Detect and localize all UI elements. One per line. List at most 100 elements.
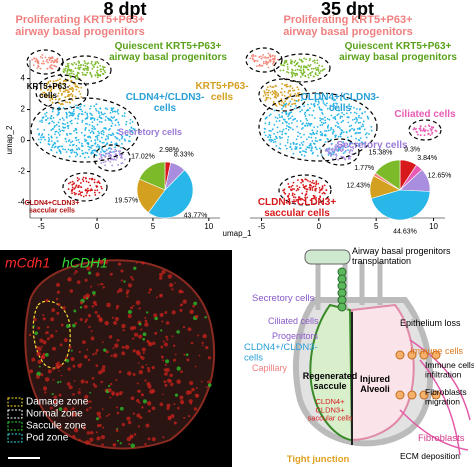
cell-dot bbox=[289, 146, 292, 149]
cell-dot bbox=[132, 127, 135, 130]
cell-dot bbox=[290, 62, 293, 65]
tissue-signal bbox=[125, 291, 129, 295]
cell-dot bbox=[131, 121, 134, 123]
cell-dot bbox=[56, 140, 59, 143]
tissue-signal bbox=[118, 370, 122, 374]
tissue-signal bbox=[170, 414, 175, 419]
cell-dot bbox=[308, 146, 311, 149]
tissue-signal bbox=[90, 285, 93, 288]
tissue-signal bbox=[163, 342, 168, 347]
cell-dot bbox=[415, 127, 418, 130]
cell-dot bbox=[91, 130, 93, 133]
cell-dot bbox=[339, 135, 342, 138]
cell-dot bbox=[49, 99, 52, 102]
cell-dot bbox=[79, 93, 82, 95]
cell-dot bbox=[118, 123, 120, 126]
tissue-signal bbox=[147, 369, 151, 373]
tissue-signal bbox=[83, 304, 88, 309]
cell-dot bbox=[304, 178, 307, 181]
cell-dot bbox=[55, 124, 58, 126]
cell-dot bbox=[331, 148, 334, 150]
tissue-signal bbox=[126, 295, 129, 298]
cell-dot bbox=[302, 150, 304, 152]
y-tick-label: 2 bbox=[21, 105, 26, 114]
cell-dot bbox=[419, 129, 422, 132]
cell-dot bbox=[91, 64, 94, 66]
cluster-label-line: airway basal progenitors bbox=[283, 26, 413, 38]
cell-dot bbox=[109, 160, 112, 163]
cell-dot bbox=[280, 104, 283, 107]
cell-dot bbox=[94, 149, 97, 152]
y-tick-label: 4 bbox=[21, 74, 26, 83]
cluster-label-line: Proliferating KRT5+P63+ bbox=[16, 14, 145, 26]
tissue-signal bbox=[144, 316, 147, 319]
tissue-signal bbox=[171, 335, 174, 338]
tissue-signal bbox=[56, 381, 60, 384]
cell-dot bbox=[337, 144, 340, 147]
cell-dot bbox=[51, 98, 54, 101]
tissue-signal bbox=[136, 399, 140, 403]
cell-dot bbox=[50, 136, 53, 139]
cell-dot bbox=[424, 125, 427, 128]
cell-dot bbox=[45, 111, 48, 114]
cell-dot bbox=[69, 111, 71, 114]
cell-dot bbox=[94, 143, 96, 145]
cell-dot bbox=[120, 137, 123, 140]
cell-dot bbox=[286, 63, 289, 66]
cell-dot bbox=[332, 131, 334, 134]
cell-dot bbox=[318, 191, 321, 194]
cell-dot bbox=[75, 88, 78, 91]
tissue-signal bbox=[87, 358, 91, 362]
cell-dot bbox=[315, 132, 318, 135]
diagram-label-line: CLDN4+/CLDN3- bbox=[244, 342, 318, 353]
cell-dot bbox=[309, 199, 312, 202]
cell-dot bbox=[319, 119, 322, 122]
cell-dot bbox=[76, 122, 79, 125]
cell-dot bbox=[295, 100, 298, 102]
cell-dot bbox=[91, 67, 94, 70]
cell-dot bbox=[287, 196, 290, 198]
cell-dot bbox=[311, 181, 313, 184]
pie-label: 12.65% bbox=[428, 173, 452, 180]
cell-dot bbox=[118, 152, 121, 154]
tissue-signal bbox=[96, 314, 101, 318]
cell-dot bbox=[296, 198, 299, 201]
cell-dot bbox=[62, 130, 65, 132]
tissue-signal bbox=[179, 304, 182, 307]
cell-dot bbox=[335, 157, 338, 159]
cell-dot bbox=[51, 128, 54, 130]
cell-dot bbox=[328, 118, 331, 121]
tissue-signal bbox=[34, 331, 39, 335]
cell-dot bbox=[128, 129, 131, 131]
cell-dot bbox=[88, 123, 91, 126]
tissue-signal bbox=[190, 341, 194, 345]
cluster-label-line: Quiescent KRT5+P63+ bbox=[115, 41, 222, 52]
cell-dot bbox=[303, 133, 305, 136]
cell-dot bbox=[286, 141, 289, 144]
cell-dot bbox=[37, 60, 40, 63]
cell-dot bbox=[275, 137, 278, 140]
tissue-signal bbox=[142, 337, 146, 341]
cell-dot bbox=[301, 192, 304, 195]
cell-dot bbox=[97, 134, 100, 137]
cell-dot bbox=[272, 86, 275, 88]
cell-dot bbox=[282, 105, 285, 108]
tissue-signal bbox=[58, 370, 60, 372]
cell-dot bbox=[339, 149, 342, 152]
cell-dot bbox=[279, 137, 282, 140]
cell-dot bbox=[260, 57, 263, 60]
cell-dot bbox=[58, 97, 61, 100]
cell-dot bbox=[41, 117, 44, 119]
cell-dot bbox=[315, 183, 318, 186]
diagram-label: CLDN4+ CLDN3+ saccular cells bbox=[307, 397, 352, 423]
tissue-signal bbox=[92, 290, 96, 295]
cell-dot bbox=[281, 94, 284, 96]
cell-dot bbox=[341, 112, 344, 114]
tissue-signal bbox=[151, 365, 155, 370]
cell-dot bbox=[306, 103, 309, 106]
tissue-signal bbox=[68, 385, 73, 390]
cell-dot bbox=[349, 155, 352, 158]
tissue-signal bbox=[100, 380, 103, 384]
cell-dot bbox=[90, 144, 93, 147]
cell-dot bbox=[300, 71, 302, 74]
